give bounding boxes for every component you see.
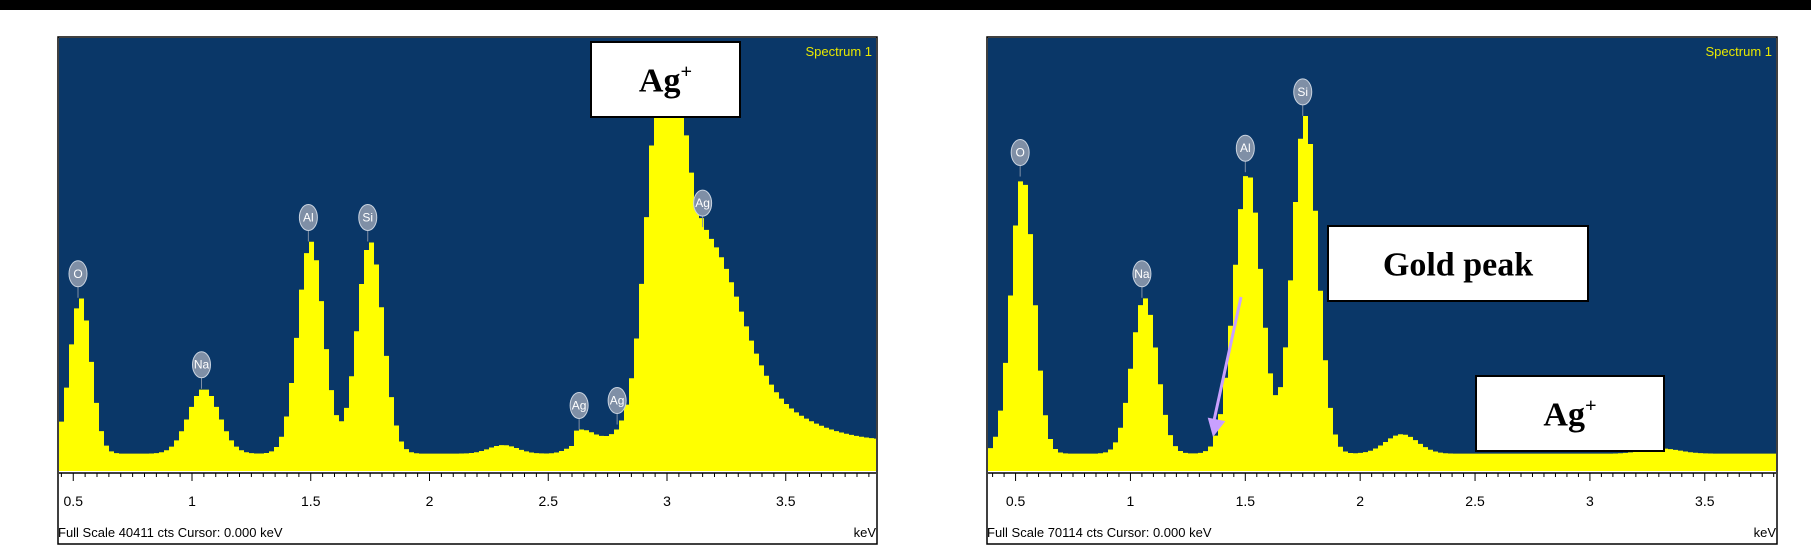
peak-marker-badge bbox=[298, 204, 318, 232]
callout-box bbox=[590, 41, 741, 118]
x-tick-label: 3 bbox=[1586, 493, 1594, 509]
peak-marker-label: Ag bbox=[695, 196, 710, 210]
x-tick-label: 2.5 bbox=[1465, 493, 1485, 509]
peak-marker-badge bbox=[192, 351, 211, 379]
x-tick-label: 3.5 bbox=[1695, 493, 1715, 509]
peak-marker-label: Al bbox=[303, 211, 314, 225]
x-tick-label: 1 bbox=[1127, 493, 1135, 509]
peak-marker-badge bbox=[607, 387, 627, 415]
peak-marker-o: O bbox=[1010, 139, 1030, 177]
peak-marker-ag: Ag bbox=[693, 189, 713, 228]
peak-marker-badge bbox=[693, 189, 713, 217]
spectrum-title: Spectrum 1 bbox=[1706, 44, 1772, 59]
peak-marker-label: Si bbox=[1297, 85, 1308, 99]
callout-arrow-head bbox=[1207, 417, 1226, 437]
peak-marker-na: Na bbox=[1132, 260, 1152, 298]
peak-marker-label: Ag bbox=[572, 399, 587, 413]
footer-status-text: Full Scale 70114 cts Cursor: 0.000 keV bbox=[987, 525, 1212, 540]
callout-label: Ag+ bbox=[1543, 395, 1596, 434]
x-tick-label: 2 bbox=[426, 493, 434, 509]
peak-marker-badge bbox=[358, 204, 378, 232]
peak-marker-o: O bbox=[68, 260, 88, 298]
x-tick-label: 0.5 bbox=[64, 493, 84, 509]
x-tick-label: 1.5 bbox=[301, 493, 321, 509]
peak-marker-si: Si bbox=[358, 204, 378, 242]
peak-marker-label: Ag bbox=[610, 394, 625, 408]
peak-marker-badge bbox=[1132, 260, 1152, 288]
peak-marker-label: O bbox=[1015, 146, 1024, 160]
peak-marker-ag: Ag bbox=[569, 392, 589, 430]
x-tick-label: 3.5 bbox=[776, 493, 796, 509]
peak-marker-label: O bbox=[73, 267, 82, 281]
callout-box bbox=[1475, 375, 1665, 452]
peak-marker-badge bbox=[569, 392, 589, 420]
footer-status-text: Full Scale 40411 cts Cursor: 0.000 keV bbox=[58, 525, 283, 540]
x-axis-unit-label: keV bbox=[1754, 525, 1777, 540]
callout-arrow bbox=[1211, 296, 1243, 426]
peak-marker-ag: Ag bbox=[607, 387, 627, 425]
peak-marker-label: Na bbox=[194, 358, 210, 372]
callout-label: Gold peak bbox=[1383, 246, 1533, 283]
peak-marker-al: Al bbox=[298, 204, 318, 242]
peak-marker-badge bbox=[1010, 139, 1030, 167]
peak-marker-al: Al bbox=[1235, 134, 1255, 173]
x-tick-label: 3 bbox=[663, 493, 671, 509]
top-border-bar bbox=[0, 0, 1811, 10]
peak-marker-si: Si bbox=[1293, 78, 1313, 116]
spectrum-title: Spectrum 1 bbox=[806, 44, 872, 59]
peak-marker-badge bbox=[1293, 78, 1313, 106]
peak-marker-label: Al bbox=[1240, 141, 1251, 155]
spectrum-area bbox=[59, 50, 876, 472]
x-tick-label: 1.5 bbox=[1236, 493, 1256, 509]
callout-label: Ag+ bbox=[639, 61, 692, 100]
x-tick-label: 1 bbox=[188, 493, 196, 509]
edx-spectrum-right: Spectrum 1 O Na Al Si 0.5 1 1.5 2 2.5 3 3.5 Full Sca… bbox=[986, 36, 1778, 545]
x-tick-label: 0.5 bbox=[1006, 493, 1026, 509]
x-axis-unit-label: keV bbox=[854, 525, 877, 540]
x-tick-label: 2.5 bbox=[539, 493, 559, 509]
peak-marker-label: Si bbox=[362, 211, 373, 225]
peak-marker-badge bbox=[1235, 134, 1255, 162]
x-tick-label: 2 bbox=[1356, 493, 1364, 509]
edx-spectrum-left: Spectrum 1 O Na Al Si Ag Ag Ag 0.5 1 1.5 2 2.5 3 3.5 Fu… bbox=[57, 36, 878, 545]
peak-marker-label: Na bbox=[1134, 267, 1150, 281]
peak-marker-badge bbox=[68, 260, 88, 288]
peak-marker-na: Na bbox=[192, 351, 211, 389]
callout-box bbox=[1327, 225, 1589, 302]
